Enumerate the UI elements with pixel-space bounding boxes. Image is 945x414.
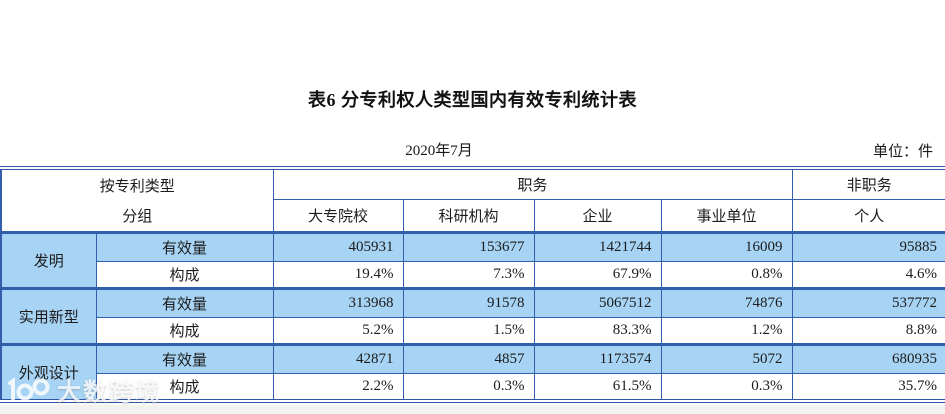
row-design-composition: 构成 2.2% 0.3% 61.5% 0.3% 35.7%: [1, 373, 945, 402]
metric-composition-label: 构成: [95, 317, 274, 345]
header-col-enterprises: 企业: [533, 199, 662, 234]
composition-pct-cell: 1.2%: [660, 317, 793, 345]
valid-count-cell: 16009: [660, 231, 793, 262]
header-col-public-institutions: 事业单位: [660, 199, 793, 234]
valid-count-cell: 537772: [791, 287, 945, 318]
metric-composition-label: 构成: [95, 373, 274, 402]
metric-valid-label: 有效量: [95, 287, 274, 318]
row-invention-valid: 发明 有效量 405931 153677 1421744 16009 95885: [0, 231, 945, 289]
composition-pct-cell: 67.9%: [533, 261, 662, 289]
composition-pct-cell: 7.3%: [402, 261, 535, 289]
type-cell-invention: 发明: [0, 231, 97, 289]
valid-count-cell: 4857: [402, 343, 535, 374]
header-duty: 职务: [272, 167, 793, 200]
composition-pct-cell: 61.5%: [533, 373, 662, 402]
type-cell-utility-model: 实用新型: [0, 287, 97, 345]
valid-count-cell: 313968: [272, 287, 404, 318]
valid-count-cell: 1173574: [533, 343, 662, 374]
header-grouping-label: 分组: [122, 209, 153, 225]
bottom-edge-strip: [0, 405, 945, 414]
valid-count-cell: 74876: [660, 287, 793, 318]
row-utility-model-composition: 构成 5.2% 1.5% 83.3% 1.2% 8.8%: [1, 317, 945, 345]
composition-pct-cell: 0.8%: [660, 261, 793, 289]
type-cell-design: 外观设计: [0, 343, 97, 402]
composition-pct-cell: 35.7%: [791, 373, 945, 402]
composition-pct-cell: 5.2%: [272, 317, 404, 345]
valid-count-cell: 5072: [660, 343, 793, 374]
composition-pct-cell: 0.3%: [660, 373, 793, 402]
report-month-label: 2020年7月: [405, 143, 473, 159]
composition-pct-cell: 0.3%: [402, 373, 535, 402]
valid-count-cell: 153677: [402, 231, 535, 262]
valid-count-cell: 95885: [791, 231, 945, 262]
header-col-research-institutes: 科研机构: [402, 199, 535, 234]
metric-valid-label: 有效量: [95, 343, 274, 374]
valid-count-cell: 91578: [402, 287, 535, 318]
header-col-individual: 个人: [791, 199, 945, 234]
page-title: 表6 分专利权人类型国内有效专利统计表: [308, 90, 637, 110]
composition-pct-cell: 19.4%: [272, 261, 404, 289]
header-patent-type-label: 按专利类型: [99, 178, 175, 195]
header-row-2: 大专院校 科研机构 企业 事业单位 个人: [1, 199, 945, 234]
valid-count-cell: 1421744: [533, 231, 662, 262]
valid-count-cell: 42871: [272, 343, 404, 374]
metric-valid-label: 有效量: [95, 231, 274, 262]
valid-count-cell: 405931: [272, 231, 404, 262]
unit-label: 单位：件: [872, 144, 933, 160]
row-invention-composition: 构成 19.4% 7.3% 67.9% 0.8% 4.6%: [1, 261, 945, 289]
header-patent-type-group-cell: 按专利类型 分组: [0, 167, 274, 233]
composition-pct-cell: 8.8%: [791, 317, 945, 345]
valid-count-cell: 680935: [791, 343, 945, 374]
composition-pct-cell: 2.2%: [272, 373, 404, 402]
header-row-1: 按专利类型 分组 职务 非职务: [0, 167, 945, 233]
composition-pct-cell: 1.5%: [402, 317, 535, 345]
row-utility-model-valid: 实用新型 有效量 313968 91578 5067512 74876 5377…: [0, 287, 945, 345]
patent-statistics-table: 按专利类型 分组 职务 非职务 大专院校 科研机构 企业 事业单位 个人 发明 …: [0, 166, 945, 403]
row-design-valid: 外观设计 有效量 42871 4857 1173574 5072 680935: [0, 343, 945, 402]
composition-pct-cell: 4.6%: [791, 261, 945, 289]
composition-pct-cell: 83.3%: [533, 317, 662, 345]
header-col-universities: 大专院校: [272, 199, 404, 234]
valid-count-cell: 5067512: [533, 287, 662, 318]
header-non-duty: 非职务: [791, 167, 945, 200]
metric-composition-label: 构成: [95, 261, 274, 289]
